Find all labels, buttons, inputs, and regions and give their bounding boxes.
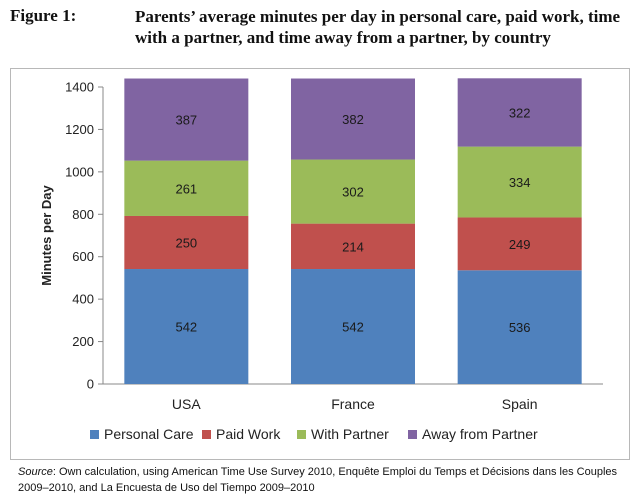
data-label: 250 [175, 236, 197, 251]
y-tick-label: 1200 [65, 122, 94, 137]
bar-segment [124, 160, 249, 216]
bar-segment [124, 78, 249, 161]
x-category-label: France [331, 396, 375, 412]
legend-swatch [297, 430, 306, 439]
figure-title: Parents’ average minutes per day in pers… [135, 7, 621, 47]
y-tick-label: 1400 [65, 80, 94, 95]
y-tick-label: 1000 [65, 164, 94, 179]
data-label: 542 [175, 320, 197, 335]
x-category-label: Spain [502, 396, 538, 412]
bar-segment [291, 78, 415, 160]
y-tick-label: 400 [72, 292, 94, 307]
legend-label: Away from Partner [422, 426, 538, 442]
bar-segment [124, 269, 249, 384]
y-tick-label: 800 [72, 207, 94, 222]
legend-label: With Partner [311, 426, 389, 442]
x-category-label: USA [172, 396, 201, 412]
data-label: 536 [509, 320, 531, 335]
y-tick-label: 0 [87, 377, 94, 392]
y-axis-title: Minutes per Day [39, 185, 54, 286]
source-prefix: Source [18, 466, 53, 478]
data-label: 261 [175, 181, 197, 196]
data-label: 387 [175, 113, 197, 128]
source-text: : Own calculation, using American Time U… [18, 466, 618, 494]
bar-segment [291, 159, 415, 224]
bar-segment [291, 223, 415, 270]
legend-label: Paid Work [216, 426, 281, 442]
data-label: 302 [342, 185, 364, 200]
data-label: 382 [342, 112, 364, 127]
y-tick-label: 200 [72, 334, 94, 349]
legend-swatch [90, 430, 99, 439]
bar-segment [457, 217, 582, 271]
data-label: 322 [509, 105, 531, 120]
data-label: 334 [509, 175, 531, 190]
data-label: 542 [342, 320, 364, 335]
figure-label: Figure 1: [10, 6, 77, 25]
bar-segment [457, 78, 582, 147]
bar-segment [457, 146, 582, 218]
data-label: 249 [509, 237, 531, 252]
data-label: 214 [342, 239, 364, 254]
source-note: Source: Own calculation, using American … [18, 464, 628, 496]
y-tick-label: 600 [72, 249, 94, 264]
bar-segment [124, 215, 249, 270]
legend-label: Personal Care [104, 426, 194, 442]
bar-segment [457, 270, 582, 384]
legend-swatch [202, 430, 211, 439]
legend-swatch [408, 430, 417, 439]
bar-segment [291, 269, 415, 384]
